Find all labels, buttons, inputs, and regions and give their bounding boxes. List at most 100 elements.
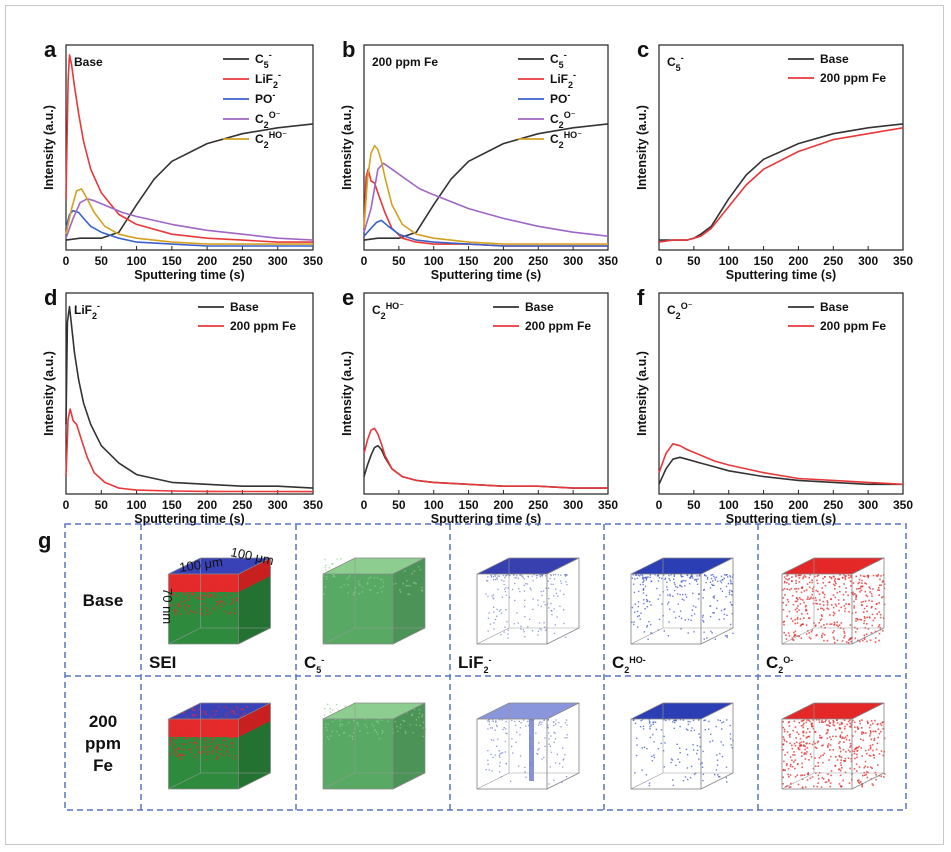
- y-axis-label: Intensity (a.u.): [340, 351, 354, 436]
- legend-entry: 200 ppm Fe: [230, 319, 296, 333]
- x-tick-label: 150: [459, 498, 479, 512]
- x-tick-label: 200: [788, 498, 808, 512]
- column-label: LiF2-: [458, 653, 492, 675]
- inset-label: C2HO⁻: [372, 301, 404, 321]
- x-tick-label: 150: [459, 254, 479, 268]
- legend-entry: Base: [525, 300, 554, 314]
- inset-label: LiF2-: [74, 301, 100, 321]
- x-axis-label: Sputtering tiem (s): [726, 512, 836, 526]
- series-line-lif2-: [65, 54, 313, 243]
- series-line-base: [658, 456, 903, 486]
- panel-f: f 0 50 100 150 200 250 300 350 Sputtering tiem (s…: [635, 285, 913, 526]
- legend-entry: C5-: [550, 50, 567, 70]
- legend-entry: 200 ppm Fe: [820, 319, 886, 333]
- inset-label: 200 ppm Fe: [372, 55, 438, 69]
- legend-entry: PO-: [550, 90, 570, 106]
- panel-c: c 0 50 100 150 200 250 300 350 Sputtering time (s…: [635, 37, 913, 282]
- column-label: C5-: [304, 653, 324, 675]
- column-label: C2HO-: [612, 653, 646, 675]
- series-line-base: [659, 123, 904, 241]
- series-line-c5-: [363, 123, 609, 241]
- x-tick-label: 200: [788, 254, 808, 268]
- x-tick-label: 100: [424, 254, 444, 268]
- series-line-c2o-: [363, 162, 609, 237]
- x-tick-label: 300: [563, 254, 583, 268]
- cube-sei-base: [168, 557, 271, 645]
- x-tick-label: 50: [687, 254, 701, 268]
- panel-e: e 0 50 100 150 200 250 300 350 Sputtering time (s…: [340, 285, 618, 526]
- x-tick-label: 100: [424, 498, 444, 512]
- axes-frame: [363, 44, 609, 251]
- inset-label: C5-: [667, 53, 684, 73]
- series-line-200-ppm-fe: [65, 408, 314, 493]
- x-axis-label: Sputtering time (s): [431, 512, 541, 526]
- y-axis-label: Intensity (a.u.): [340, 105, 354, 190]
- x-tick-label: 0: [63, 254, 70, 268]
- panel-label-e: e: [342, 285, 354, 310]
- series-line-200-ppm-fe: [658, 127, 904, 243]
- panel-label-a: a: [44, 37, 57, 62]
- x-tick-label: 100: [719, 254, 739, 268]
- row-label: Base: [83, 591, 124, 610]
- x-tick-label: 50: [392, 498, 406, 512]
- series-line-200-ppm-fe: [658, 443, 904, 486]
- cube-lif2-base: [476, 557, 580, 645]
- x-tick-label: 350: [303, 254, 323, 268]
- x-tick-label: 200: [197, 498, 217, 512]
- cube-c2o-base: [781, 557, 886, 645]
- x-tick-label: 250: [232, 254, 252, 268]
- x-tick-label: 150: [754, 498, 774, 512]
- x-tick-label: 250: [823, 498, 843, 512]
- x-tick-label: 50: [687, 498, 701, 512]
- figure-frame: [5, 5, 944, 845]
- cube-c5-base: [322, 557, 426, 645]
- inset-label: C2O⁻: [667, 301, 693, 321]
- x-tick-label: 300: [268, 498, 288, 512]
- x-tick-label: 300: [268, 254, 288, 268]
- series-line-base: [65, 305, 314, 489]
- axes-frame: [658, 44, 904, 251]
- row-label: ppm: [85, 734, 121, 753]
- x-tick-label: 50: [95, 498, 109, 512]
- legend-entry: C5-: [255, 50, 272, 70]
- x-tick-label: 350: [598, 254, 618, 268]
- x-tick-label: 200: [493, 254, 513, 268]
- series-line-po-: [65, 209, 313, 247]
- x-tick-label: 350: [893, 498, 913, 512]
- x-tick-label: 150: [162, 254, 182, 268]
- legend-entry: Base: [230, 300, 259, 314]
- y-axis-label: Intensity (a.u.): [42, 105, 56, 190]
- panel-a: a 0 50 100 150 200 250 300 350 Sputtering time (s…: [42, 37, 323, 282]
- row-label: 200: [89, 712, 117, 731]
- x-tick-label: 0: [656, 498, 663, 512]
- row-label: Fe: [93, 756, 113, 775]
- panel-label-f: f: [637, 285, 645, 310]
- series-line-c2ho-: [363, 144, 608, 245]
- dimension-label: 70 nm: [160, 588, 175, 624]
- column-label: C2O-: [766, 653, 793, 675]
- axes-frame: [658, 292, 904, 495]
- cube-c2ho-base: [630, 557, 734, 645]
- legend-entry: C2HO⁻: [255, 130, 287, 150]
- column-label: SEI: [149, 653, 176, 672]
- legend-entry: 200 ppm Fe: [820, 71, 886, 85]
- series-line-po-: [363, 219, 608, 247]
- inset-label: Base: [74, 55, 103, 69]
- dimension-label: 100 μm: [178, 554, 223, 575]
- x-tick-label: 300: [858, 254, 878, 268]
- legend-entry: Base: [820, 300, 849, 314]
- x-tick-label: 250: [823, 254, 843, 268]
- series-line-c2o-: [65, 198, 314, 241]
- legend-entry: C2HO⁻: [550, 130, 582, 150]
- x-tick-label: 50: [95, 254, 109, 268]
- x-tick-label: 0: [361, 498, 368, 512]
- panel-label-d: d: [44, 285, 57, 310]
- x-tick-label: 100: [127, 254, 147, 268]
- legend-entry: Base: [820, 52, 849, 66]
- legend-entry: C2O⁻: [550, 110, 576, 130]
- legend-entry: LiF2-: [550, 70, 576, 90]
- x-axis-label: Sputtering time (s): [431, 268, 541, 282]
- x-axis-label: Sputtering time (s): [134, 512, 244, 526]
